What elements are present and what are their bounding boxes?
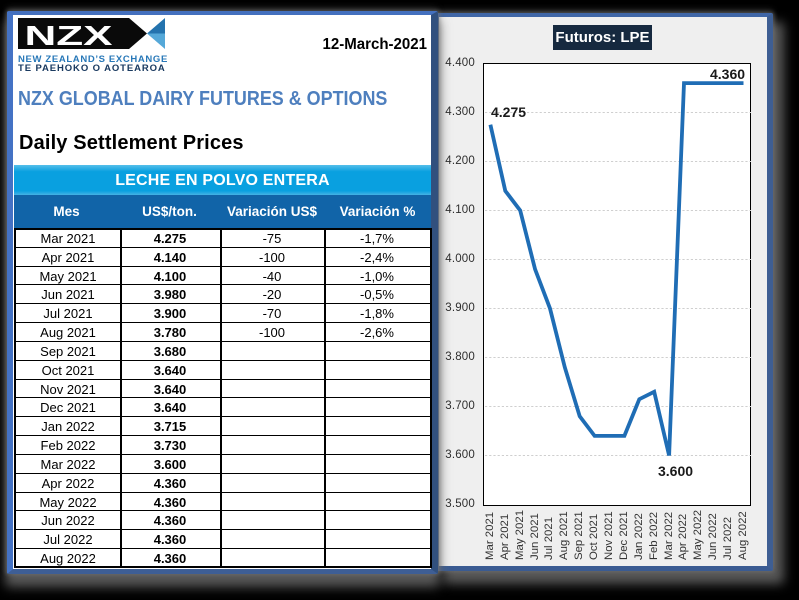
svg-text:NZX: NZX xyxy=(25,20,114,49)
